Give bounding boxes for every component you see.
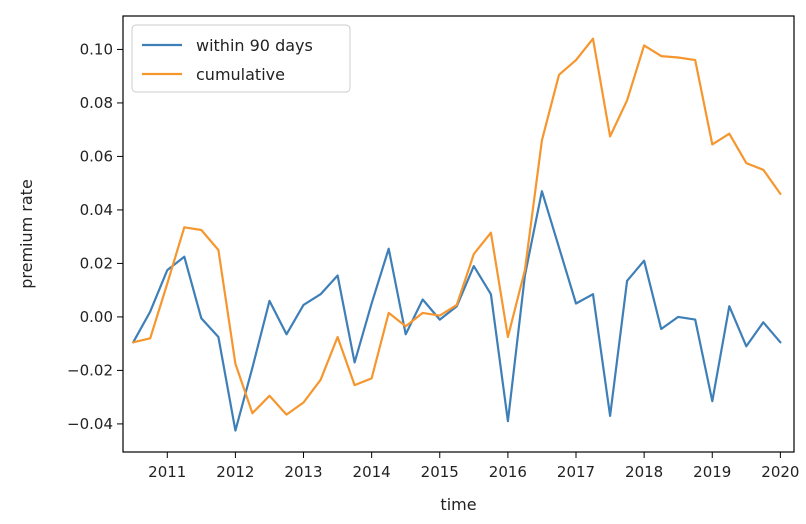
x-tick-label: 2011 [148,463,186,481]
y-tick-label: −0.02 [67,361,113,379]
y-tick-label: 0.02 [80,254,113,272]
legend-box [131,24,351,93]
y-tick-label: 0.06 [80,147,113,165]
series-line-cumulative [132,37,782,416]
series-layer [132,37,782,432]
y-axis-title: premium rate [17,179,36,289]
x-tick-label: 2016 [489,463,527,481]
y-tick-label: 0.00 [80,308,113,326]
y-tick-label: −0.04 [67,415,113,433]
x-tick-label: 2015 [421,463,459,481]
x-axis-title: time [440,495,476,514]
y-axis: −0.04 −0.02 0.00 0.02 0.04 0.06 0.08 0.10 [67,40,123,433]
x-tick-label: 2013 [284,463,322,481]
y-tick-label: 0.10 [80,40,113,58]
x-axis: 2011 2012 2013 2014 2015 2016 2017 2018 2019 2020 [148,452,799,481]
series-line-within-90-days [132,190,782,432]
legend-label: within 90 days [196,36,313,55]
legend: within 90 days cumulative [131,24,351,93]
x-tick-label: 2019 [693,463,731,481]
legend-label: cumulative [196,65,285,84]
y-tick-label: 0.04 [80,201,113,219]
x-tick-label: 2012 [216,463,254,481]
plot-area-frame [122,15,795,453]
x-tick-label: 2014 [353,463,391,481]
x-tick-label: 2017 [557,463,595,481]
y-tick-label: 0.08 [80,94,113,112]
x-tick-label: 2020 [761,463,799,481]
x-tick-label: 2018 [625,463,663,481]
